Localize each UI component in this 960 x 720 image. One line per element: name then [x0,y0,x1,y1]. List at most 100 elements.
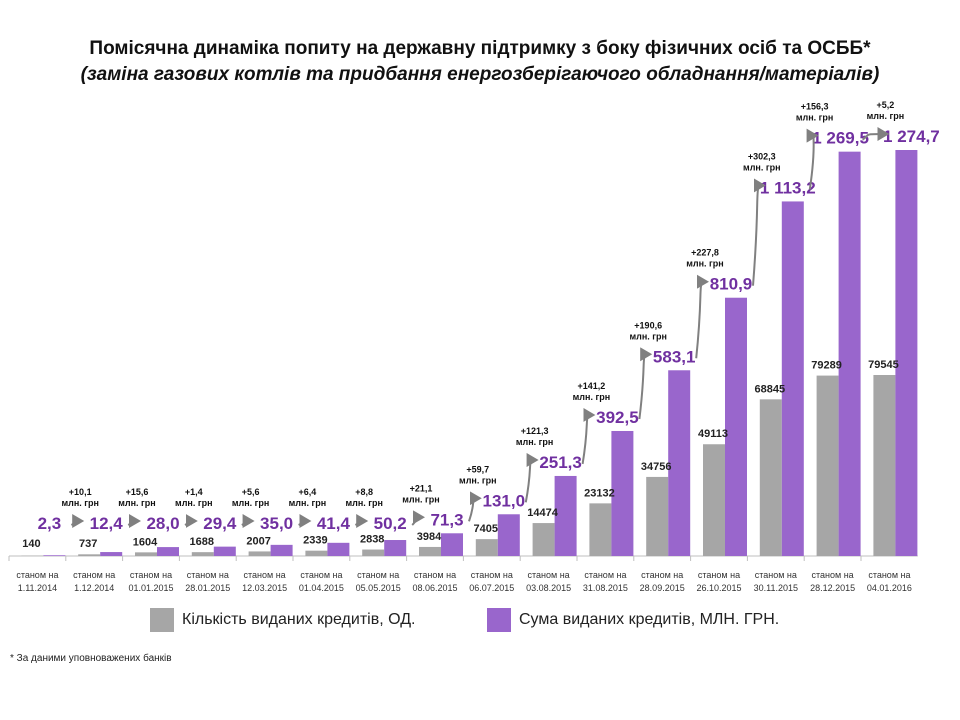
increment-arrow [806,128,819,190]
bar-sum [725,297,747,556]
increment-unit: млн. грн [686,259,724,269]
increment-value: +59,7 [466,464,489,474]
data-label-sum: 35,0 [260,514,293,533]
increment-unit: млн. грн [516,437,554,447]
bar-sum [441,533,463,556]
bar-sum [838,151,861,556]
bar-sum [213,546,236,556]
increment-unit: млн. грн [867,111,905,121]
data-label-count: 7405 [474,523,498,535]
legend-item-sum: Сума виданих кредитів, МЛН. ГРН. [487,608,779,632]
bar-count [362,549,385,556]
x-tick-label: 08.06.2015 [412,583,457,593]
bar-sum [554,475,577,556]
data-label-sum: 392,5 [596,408,639,427]
data-label-count: 3984 [417,531,442,543]
data-label-sum: 2,3 [38,514,62,533]
increment-unit: млн. грн [402,494,440,504]
increment-value: +8,8 [355,487,373,497]
x-tick-label: 30.11.2015 [754,583,798,593]
data-label-count: 34756 [641,461,672,473]
legend-swatch-sum [487,608,511,632]
bar-count [305,550,328,556]
increment-arrow [70,514,85,529]
x-tick-label: 1.11.2014 [18,583,57,593]
data-label-count: 2339 [303,535,327,547]
increment-arrow [638,347,653,420]
increment-unit: млн. грн [175,498,213,508]
increment-arrow [862,127,890,142]
x-tick-label-prefix: станом на [414,570,456,580]
bar-count [646,476,669,556]
increment-arrow [468,491,482,522]
x-tick-label-prefix: станом на [73,570,115,580]
increment-value: +15,6 [126,487,149,497]
increment-value: +10,1 [69,487,92,497]
increment-unit: млн. грн [629,331,667,341]
increment-unit: млн. грн [573,392,611,402]
x-tick-label-prefix: станом на [812,570,854,580]
bar-count [703,444,725,556]
x-tick-label-prefix: станом на [357,570,399,580]
increment-value: +5,6 [242,487,260,497]
x-tick-label: 06.07.2015 [469,583,514,593]
increment-value: +141,2 [578,381,606,391]
increment-arrow [354,514,369,529]
data-label-sum: 29,4 [203,514,237,533]
x-tick-label-prefix: станом на [300,570,342,580]
increment-value: +1,4 [185,487,203,497]
bar-count [248,551,271,556]
data-label-sum: 41,4 [317,514,351,533]
increment-arrow [411,510,425,526]
data-label-count: 2007 [246,535,270,547]
data-label-sum: 1 113,2 [760,178,816,197]
bar-sum [781,201,804,556]
x-tick-label-prefix: станом на [244,570,286,580]
increment-arrow [581,407,596,465]
increment-value: +302,3 [748,151,776,161]
bar-count [191,552,214,556]
x-tick-label-prefix: станом на [16,570,58,580]
increment-arrow [695,274,709,359]
data-label-count: 23132 [584,487,615,499]
x-tick-label: 01.01.2015 [128,583,173,593]
x-tick-label-prefix: станом на [698,570,740,580]
bar-count [475,539,498,556]
bar-sum [611,430,634,556]
x-tick-label: 01.04.2015 [299,583,344,593]
bar-sum [497,514,520,556]
increment-value: +227,8 [691,248,719,258]
x-tick-label-prefix: станом на [130,570,172,580]
increment-unit: млн. грн [459,475,497,485]
x-tick-label: 26.10.2015 [696,583,741,593]
data-label-count: 1604 [133,536,158,548]
legend-item-count: Кількість виданих кредитів, ОД. [150,608,415,632]
increment-value: +6,4 [299,487,317,497]
legend-label-sum: Сума виданих кредитів, МЛН. ГРН. [519,611,780,628]
data-label-sum: 28,0 [146,514,179,533]
increment-unit: млн. грн [743,162,781,172]
x-tick-label: 28.09.2015 [640,583,685,593]
bar-count [419,546,441,556]
data-label-count: 737 [79,538,97,550]
bar-count [873,375,896,556]
x-tick-label-prefix: станом на [528,570,570,580]
increment-unit: млн. грн [796,113,834,123]
data-label-sum: 71,3 [430,510,463,529]
data-label-count: 68845 [755,383,786,395]
bar-sum [668,370,691,556]
chart-title: Помісячна динаміка попиту на державну пі… [89,38,871,59]
x-tick-label: 04.01.2016 [867,583,912,593]
increment-arrow [184,514,198,529]
increment-unit: млн. грн [345,498,383,508]
increment-value: +190,6 [634,320,662,330]
legend-swatch-count [150,608,174,632]
x-tick-label-prefix: станом на [584,570,626,580]
increment-unit: млн. грн [61,498,99,508]
x-tick-label: 05.05.2015 [356,583,401,593]
x-tick-label: 12.03.2015 [242,583,287,593]
data-label-count: 49113 [698,428,728,440]
bar-sum [157,547,179,556]
increment-unit: млн. грн [118,498,156,508]
